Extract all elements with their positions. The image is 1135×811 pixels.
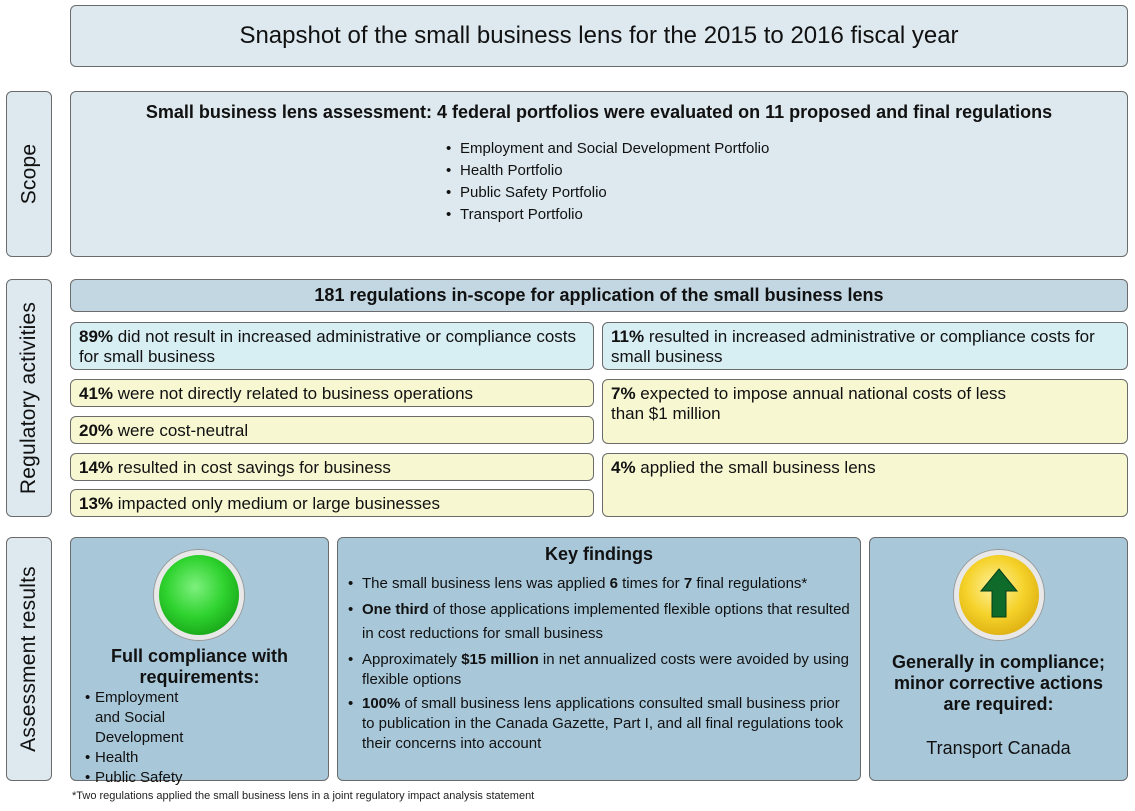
stat-pct: 13% <box>79 494 114 513</box>
stat-pct: 14% <box>79 458 114 477</box>
stat-text: applied the small business lens <box>635 458 876 477</box>
finding-text: times for <box>617 575 684 592</box>
finding-text: final regulations* <box>692 575 808 592</box>
stat-no-increase: 89% did not result in increased administ… <box>70 322 594 370</box>
key-findings-list: • The small business lens was applied 6 t… <box>348 574 850 758</box>
portfolio-list: Employment and Social Development Portfo… <box>446 138 769 226</box>
portfolio-item: Employment and Social Development Portfo… <box>446 138 769 160</box>
stat-pct: 7% <box>611 384 636 403</box>
portfolio-item: Public Safety Portfolio <box>446 182 769 204</box>
assessment-side-label-text: Assessment results <box>17 566 41 752</box>
green-circle-icon <box>154 550 244 640</box>
portfolio-item: Transport Portfolio <box>446 204 769 226</box>
list-item: • Health <box>85 749 139 766</box>
full-compliance-heading: Full compliance with requirements: <box>110 646 289 687</box>
regulatory-side-label-text: Regulatory activities <box>17 301 40 495</box>
full-compliance-list: • Employment and Social Development • Heal… <box>85 688 315 788</box>
finding-bold: 6 <box>609 575 618 592</box>
finding-item: • 100% of small business lens application… <box>348 695 844 752</box>
stat-text: expected to impose annual national costs… <box>611 384 1007 423</box>
list-item: • Public Safety <box>85 769 183 786</box>
stat-applied-lens: 4% applied the small business lens <box>602 453 1128 517</box>
stat-medium-large: 13% impacted only medium or large busine… <box>70 489 594 517</box>
portfolio-item: Health Portfolio <box>446 160 769 182</box>
stat-text: were not directly related to business op… <box>113 384 474 403</box>
finding-bold: 7 <box>683 575 693 592</box>
stat-text: impacted only medium or large businesses <box>113 494 440 513</box>
stat-cost-savings: 14% resulted in cost savings for busines… <box>70 453 594 481</box>
stat-annual-costs: 7% expected to impose annual national co… <box>602 379 1128 444</box>
stat-pct: 20% <box>79 421 114 440</box>
regulatory-side-label: Regulatory activities <box>6 279 52 517</box>
scope-heading: Small business lens assessment: 4 federa… <box>145 102 1053 122</box>
key-findings-heading: Key findings <box>544 544 653 564</box>
stat-increased-costs: 11% resulted in increased administrative… <box>602 322 1128 370</box>
finding-text: The small business lens was applied <box>362 575 610 592</box>
stat-pct: 41% <box>79 384 114 403</box>
stat-cost-neutral: 20% were cost-neutral <box>70 416 594 444</box>
finding-text: of those applications implemented flexib… <box>362 601 850 642</box>
scope-side-label-text: Scope <box>17 143 41 205</box>
page-title-text: Snapshot of the small business lens for … <box>239 22 959 49</box>
list-item-text: Health <box>95 749 139 766</box>
page-title: Snapshot of the small business lens for … <box>70 5 1128 67</box>
footnote: *Two regulations applied the small busin… <box>72 790 535 802</box>
list-item-text: Employment and Social Development <box>95 689 184 746</box>
list-item: • Employment and Social Development <box>85 688 315 748</box>
stat-text: resulted in cost savings for business <box>113 458 391 477</box>
list-item-text: Public Safety <box>95 769 183 786</box>
key-findings-panel: Key findings • The small business lens wa… <box>337 537 861 781</box>
up-arrow-icon <box>979 568 1019 618</box>
general-compliance-entity: Transport Canada <box>926 738 1071 758</box>
stat-text: were cost-neutral <box>113 421 249 440</box>
finding-item: • One third of those applications impleme… <box>348 601 850 642</box>
finding-bold: One third <box>362 601 429 618</box>
gold-circle-icon <box>954 550 1044 640</box>
stat-pct: 4% <box>611 458 636 477</box>
stat-text: resulted in increased administrative or … <box>611 327 1095 366</box>
general-compliance-heading: Generally in compliance; minor correctiv… <box>891 652 1106 714</box>
stat-text: did not result in increased administrati… <box>79 327 577 366</box>
regulations-banner-text: 181 regulations in-scope for application… <box>314 285 884 305</box>
regulations-banner: 181 regulations in-scope for application… <box>70 279 1128 312</box>
full-compliance-panel: Full compliance with requirements: • Empl… <box>70 537 329 786</box>
general-compliance-panel: Generally in compliance; minor correctiv… <box>869 537 1128 781</box>
scope-side-label: Scope <box>6 91 52 257</box>
stat-pct: 11% <box>611 327 645 346</box>
finding-item: • Approximately $15 million in net annual… <box>348 651 849 688</box>
finding-bold: 100% <box>362 695 401 712</box>
stat-not-related: 41% were not directly related to busines… <box>70 379 594 407</box>
scope-panel: Small business lens assessment: 4 federa… <box>70 91 1128 257</box>
finding-item: • The small business lens was applied 6 t… <box>348 575 808 592</box>
assessment-side-label: Assessment results <box>6 537 52 781</box>
finding-bold: $15 million <box>461 651 539 668</box>
finding-text: Approximately <box>362 651 462 668</box>
stat-pct: 89% <box>79 327 114 346</box>
finding-text: of small business lens applications cons… <box>362 695 844 752</box>
finding-text: in net annualized costs were avoided by … <box>362 651 849 688</box>
